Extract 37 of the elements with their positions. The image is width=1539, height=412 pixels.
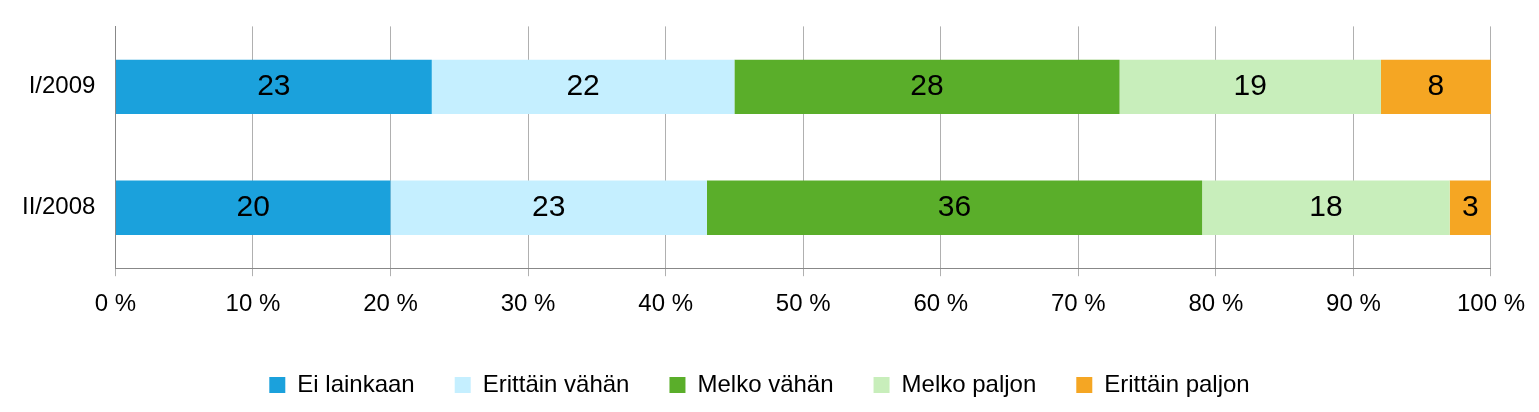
data-label: 36 xyxy=(937,189,972,223)
legend-label: Ei lainkaan xyxy=(297,369,415,397)
data-label: 28 xyxy=(910,68,944,102)
data-label: 18 xyxy=(1309,189,1343,223)
bar xyxy=(431,59,735,115)
x-tick-label: 10 % xyxy=(225,289,281,317)
bar xyxy=(1380,59,1491,115)
x-tick-label: 30 % xyxy=(500,289,556,317)
data-label: 19 xyxy=(1233,68,1267,102)
x-tick-label: 90 % xyxy=(1326,289,1381,317)
bar xyxy=(734,59,1120,115)
y-tick-label: I/2009 xyxy=(28,71,96,99)
bar xyxy=(115,180,391,235)
x-tick-label: 20 % xyxy=(363,289,418,317)
legend-label: Melko vähän xyxy=(697,369,834,397)
y-tick-label: II/2008 xyxy=(21,192,96,220)
bar xyxy=(1202,180,1450,235)
x-tick-label: 40 % xyxy=(638,289,693,317)
x-tick-label: 70 % xyxy=(1050,289,1106,317)
legend-label: Erittäin paljon xyxy=(1104,369,1250,397)
x-tick-label: 50 % xyxy=(775,289,831,317)
data-label: 8 xyxy=(1427,68,1445,102)
data-label: 22 xyxy=(566,68,600,102)
data-label: 3 xyxy=(1462,189,1479,223)
data-label: 23 xyxy=(257,68,291,102)
legend-label: Erittäin vähän xyxy=(482,369,630,397)
bar xyxy=(1119,59,1381,115)
x-tick-label: 100 % xyxy=(1456,289,1526,317)
x-tick-label: 60 % xyxy=(913,289,969,317)
x-tick-label: 80 % xyxy=(1188,289,1244,317)
data-label: 20 xyxy=(236,189,270,223)
data-label: 23 xyxy=(532,189,566,223)
bar xyxy=(390,180,707,235)
x-tick-label: 0 % xyxy=(94,289,137,317)
bar xyxy=(706,180,1203,235)
legend-label: Melko paljon xyxy=(901,369,1037,397)
bar xyxy=(115,59,432,115)
